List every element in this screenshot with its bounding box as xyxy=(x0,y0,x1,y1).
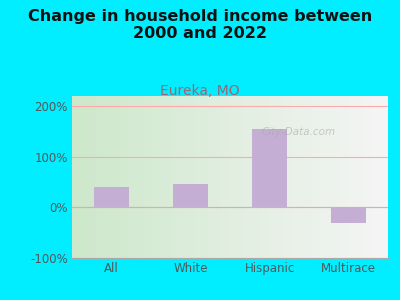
Bar xyxy=(331,207,366,223)
Bar xyxy=(94,187,129,207)
Text: Change in household income between
2000 and 2022: Change in household income between 2000 … xyxy=(28,9,372,41)
Text: Eureka, MO: Eureka, MO xyxy=(160,84,240,98)
Bar xyxy=(252,129,287,207)
Text: City-Data.com: City-Data.com xyxy=(262,127,336,136)
Bar xyxy=(173,184,208,207)
